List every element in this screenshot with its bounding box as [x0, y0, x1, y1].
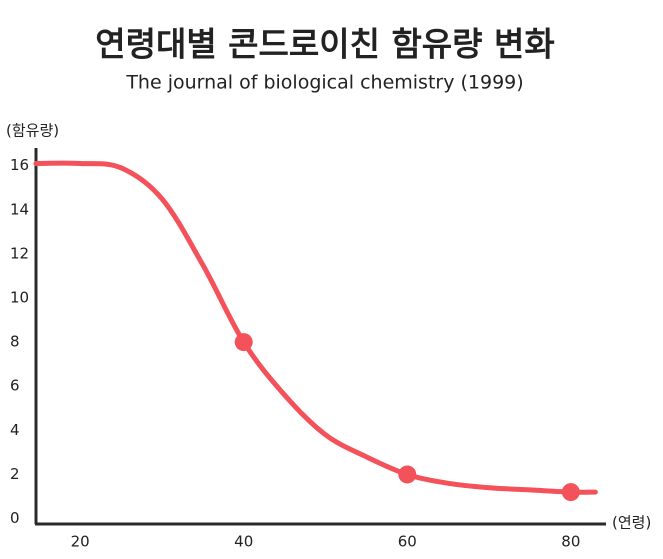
y-tick-label: 14 [10, 200, 29, 218]
y-tick-label: 4 [10, 421, 20, 439]
y-tick-label: 8 [10, 333, 20, 351]
y-axis-label: (함유량) [6, 122, 59, 140]
y-tick-label: 2 [10, 465, 20, 483]
chart-title: 연령대별 콘드로이친 함유량 변화 [95, 25, 555, 64]
y-tick-label: 12 [10, 244, 29, 262]
x-tick-label: 20 [71, 533, 90, 551]
x-tick-label: 40 [234, 533, 253, 551]
point [561, 483, 580, 502]
x-tick-label: 60 [398, 533, 417, 551]
x-axis-label: (연령) [612, 514, 651, 532]
chart-subtitle: The journal of biological chemistry (199… [125, 72, 523, 94]
y-tick-label: 16 [10, 156, 29, 174]
point [398, 465, 417, 484]
y-tick-label: 10 [10, 289, 29, 307]
x-tick-label: 80 [561, 533, 580, 551]
y-tick-label: 6 [10, 377, 20, 395]
line [33, 160, 598, 495]
point [234, 333, 253, 352]
y-tick-label: 0 [10, 509, 20, 527]
